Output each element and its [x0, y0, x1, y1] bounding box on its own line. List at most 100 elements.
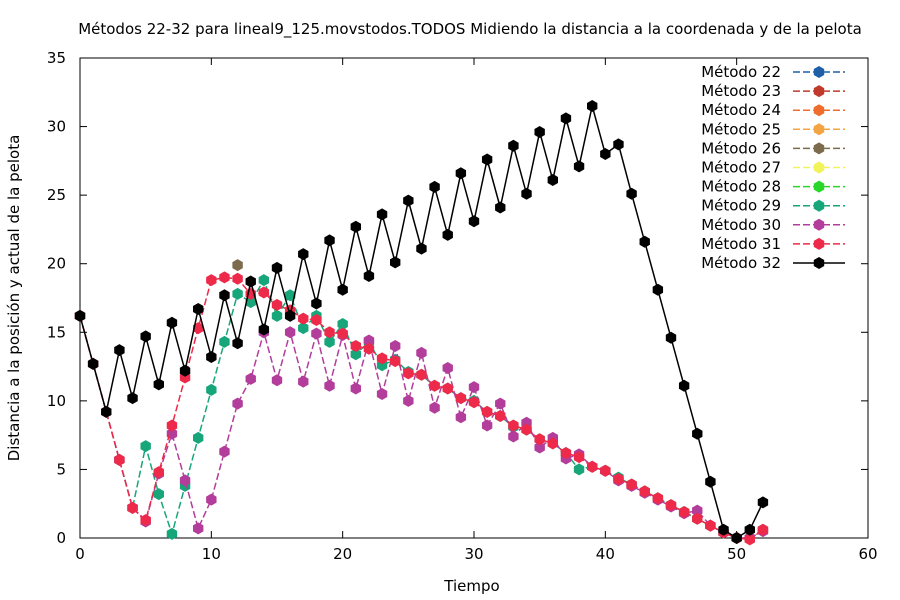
- legend-marker: [814, 200, 824, 212]
- y-tick-label: 5: [56, 460, 66, 478]
- data-point: [114, 344, 124, 356]
- legend-marker: [814, 238, 824, 250]
- data-point: [456, 411, 466, 423]
- y-tick-label: 30: [47, 118, 66, 136]
- legend-label: Método 29: [701, 197, 781, 215]
- y-tick-label: 10: [47, 392, 66, 410]
- data-point: [534, 433, 544, 445]
- data-point: [351, 221, 361, 233]
- data-point: [508, 431, 518, 443]
- y-tick-label: 15: [47, 323, 66, 341]
- data-point: [692, 428, 702, 440]
- data-point: [127, 392, 137, 404]
- legend-label: Método 24: [701, 101, 781, 119]
- data-point: [232, 288, 242, 300]
- data-point: [495, 201, 505, 213]
- data-point: [298, 248, 308, 260]
- data-point: [469, 381, 479, 393]
- x-tick-label: 10: [202, 545, 221, 563]
- data-point: [640, 236, 650, 248]
- legend-marker: [814, 142, 824, 154]
- legend-marker: [814, 162, 824, 174]
- legend-marker: [814, 257, 824, 269]
- data-point: [285, 326, 295, 338]
- data-point: [298, 313, 308, 325]
- data-point: [272, 262, 282, 274]
- data-point: [561, 112, 571, 124]
- data-point: [219, 336, 229, 348]
- data-point: [600, 148, 610, 160]
- data-point: [548, 174, 558, 186]
- data-point: [219, 289, 229, 301]
- data-point: [745, 524, 755, 536]
- data-point: [495, 398, 505, 410]
- data-point: [324, 380, 334, 392]
- legend-marker: [814, 85, 824, 97]
- legend-label: Método 26: [701, 139, 781, 157]
- data-point: [311, 328, 321, 340]
- data-point: [246, 276, 256, 288]
- data-point: [469, 215, 479, 227]
- data-point: [206, 384, 216, 396]
- data-point: [416, 347, 426, 359]
- data-point: [193, 432, 203, 444]
- legend-label: Método 32: [701, 254, 781, 272]
- data-point: [88, 358, 98, 370]
- legend-label: Método 27: [701, 159, 781, 177]
- data-point: [679, 380, 689, 392]
- data-point: [758, 496, 768, 508]
- y-tick-label: 35: [47, 49, 66, 67]
- data-point: [626, 188, 636, 200]
- data-point: [390, 256, 400, 268]
- data-point: [705, 476, 715, 488]
- y-tick-label: 20: [47, 255, 66, 273]
- data-point: [154, 488, 164, 500]
- data-point: [114, 454, 124, 466]
- data-point: [140, 330, 150, 342]
- data-point: [193, 522, 203, 534]
- x-tick-label: 60: [858, 545, 877, 563]
- data-point: [403, 395, 413, 407]
- y-tick-label: 0: [56, 529, 66, 547]
- data-point: [613, 138, 623, 150]
- data-point: [311, 297, 321, 309]
- legend-label: Método 30: [701, 216, 781, 234]
- x-axis-title: Tiempo: [443, 577, 499, 595]
- data-point: [246, 373, 256, 385]
- data-point: [219, 446, 229, 458]
- data-point: [167, 420, 177, 432]
- legend-label: Método 25: [701, 120, 781, 138]
- data-point: [219, 271, 229, 283]
- data-point: [272, 299, 282, 311]
- data-point: [232, 259, 242, 271]
- data-point: [443, 362, 453, 374]
- data-point: [272, 374, 282, 386]
- data-point: [272, 310, 282, 322]
- data-point: [429, 181, 439, 193]
- data-point: [167, 317, 177, 329]
- data-point: [508, 140, 518, 152]
- data-point: [298, 376, 308, 388]
- data-point: [140, 440, 150, 452]
- data-point: [259, 274, 269, 286]
- data-point: [731, 532, 741, 544]
- y-tick-label: 25: [47, 186, 66, 204]
- legend-label: Método 31: [701, 235, 781, 253]
- legend-marker: [814, 123, 824, 135]
- x-tick-label: 30: [464, 545, 483, 563]
- data-point: [232, 273, 242, 285]
- x-tick-label: 50: [727, 545, 746, 563]
- data-point: [653, 284, 663, 296]
- legend-label: Método 28: [701, 178, 781, 196]
- data-point: [206, 274, 216, 286]
- chart-title: Métodos 22-32 para lineal9_125.movstodos…: [78, 20, 862, 39]
- data-point: [443, 229, 453, 241]
- data-point: [574, 463, 584, 475]
- data-point: [403, 195, 413, 207]
- data-point: [324, 234, 334, 246]
- legend-label: Método 23: [701, 82, 781, 100]
- data-point: [206, 494, 216, 506]
- data-point: [390, 340, 400, 352]
